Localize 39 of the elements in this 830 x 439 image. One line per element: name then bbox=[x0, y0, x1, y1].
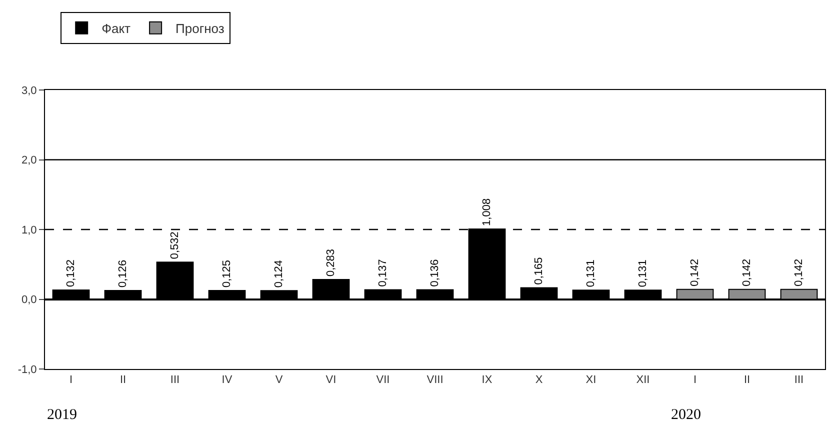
text: 2020 bbox=[671, 407, 701, 423]
x-tick-label: VIII bbox=[426, 374, 444, 386]
x-tick-label: VI bbox=[326, 374, 336, 386]
x-tick-label: I bbox=[69, 374, 73, 386]
data-label: 0,125 bbox=[221, 260, 233, 288]
x-tick-label: X bbox=[535, 374, 544, 386]
x-tick-label: II bbox=[120, 374, 126, 386]
data-label: 0,131 bbox=[585, 260, 597, 288]
x-tick-label: III bbox=[794, 374, 804, 386]
data-label: 0,131 bbox=[637, 260, 649, 288]
legend-label: Прогноз bbox=[176, 20, 224, 36]
data-label: 0,124 bbox=[273, 260, 285, 288]
data-label: 0,136 bbox=[429, 259, 441, 287]
x-tick-label: II bbox=[744, 374, 750, 386]
legend-label: Факт bbox=[102, 20, 131, 36]
data-label: 0,132 bbox=[65, 260, 77, 288]
data-label: 0,165 bbox=[533, 257, 545, 285]
data-label: 0,532 bbox=[169, 232, 181, 260]
x-tick-label: III bbox=[170, 374, 180, 386]
x-tick-label: VII bbox=[376, 374, 390, 386]
y-tick-label: 2,0 bbox=[22, 154, 37, 167]
data-label: 0,283 bbox=[325, 248, 337, 277]
data-label: 0,142 bbox=[689, 258, 701, 286]
data-label: 0,126 bbox=[117, 260, 129, 288]
y-tick-label: 1,0 bbox=[22, 224, 37, 236]
text: 2019 bbox=[47, 407, 77, 423]
data-label: 0,142 bbox=[741, 258, 753, 286]
y-tick-label: -1,0 bbox=[18, 364, 37, 376]
y-tick-label: 0,0 bbox=[22, 294, 37, 306]
data-label: 0,137 bbox=[377, 259, 389, 287]
x-tick-label: I bbox=[693, 374, 697, 386]
x-tick-label: XI bbox=[586, 374, 596, 386]
x-tick-label: IX bbox=[482, 374, 493, 386]
x-tick-label: V bbox=[275, 374, 284, 386]
data-label: 1,008 bbox=[481, 198, 493, 226]
x-tick-label: IV bbox=[222, 374, 233, 386]
data-label: 0,142 bbox=[793, 258, 805, 286]
x-tick-label: XII bbox=[636, 374, 650, 386]
y-tick-label: 3,0 bbox=[22, 84, 37, 97]
